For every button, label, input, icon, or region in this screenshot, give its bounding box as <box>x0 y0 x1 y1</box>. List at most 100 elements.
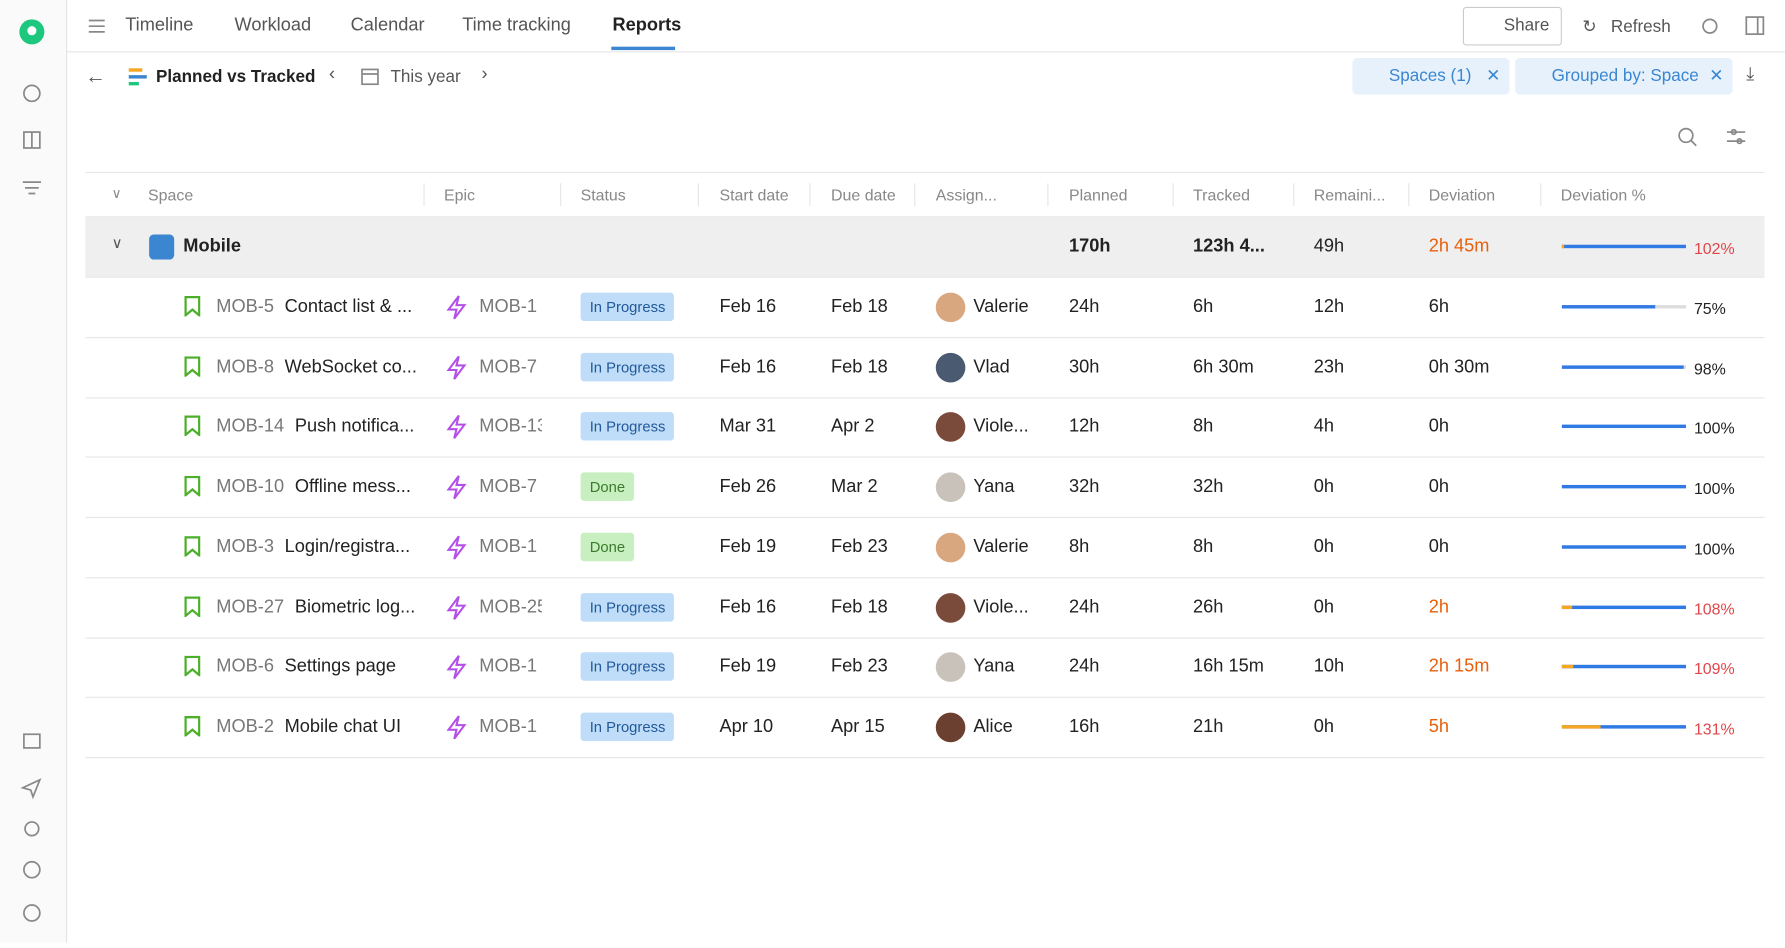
task-key[interactable]: MOB-14 <box>216 417 285 437</box>
task-name[interactable]: Mobile chat UI <box>284 717 402 737</box>
task-key[interactable]: MOB-5 <box>216 297 274 317</box>
nav-tab[interactable]: Calendar <box>350 15 425 36</box>
column-header[interactable]: Assign... <box>935 185 997 204</box>
deviation: 0h <box>1428 477 1449 497</box>
column-header[interactable]: Space <box>147 185 194 204</box>
divider <box>85 276 1765 278</box>
top-icons[interactable] <box>1698 15 1766 38</box>
column-divider <box>1540 183 1542 207</box>
task-key[interactable]: MOB-3 <box>216 537 274 557</box>
task-icon <box>184 475 201 502</box>
deviation-pct: 75% <box>1693 299 1726 318</box>
deviation-pct: 100% <box>1693 479 1735 498</box>
group-toggle[interactable]: ∨ <box>111 234 123 252</box>
column-header[interactable]: Epic <box>443 185 475 204</box>
task-key[interactable]: MOB-6 <box>216 657 274 677</box>
group-planned: 170h <box>1068 236 1111 257</box>
task-key[interactable]: MOB-2 <box>216 717 274 737</box>
column-header[interactable]: Remaini... <box>1313 185 1386 204</box>
column-header[interactable]: Deviation % <box>1560 185 1646 204</box>
column-header[interactable]: Due date <box>831 185 896 204</box>
due-date: Feb 23 <box>831 657 888 677</box>
tracked: 6h <box>1193 297 1214 317</box>
planned: 30h <box>1068 357 1100 377</box>
column-header[interactable]: Status <box>580 185 626 204</box>
nav-tab[interactable]: Reports <box>612 15 682 36</box>
epic-key[interactable]: MOB-1 <box>479 717 537 737</box>
progress-over <box>1561 725 1601 729</box>
column-divider <box>697 183 699 207</box>
column-header[interactable]: Tracked <box>1193 185 1251 204</box>
start-date: Feb 19 <box>719 657 777 677</box>
task-name[interactable]: WebSocket co... <box>284 357 417 377</box>
nav-tab[interactable]: Workload <box>234 15 312 36</box>
refresh-button[interactable]: ↻ Refresh <box>1582 17 1671 37</box>
column-header[interactable]: Planned <box>1068 185 1128 204</box>
task-key[interactable]: MOB-8 <box>216 357 274 377</box>
deviation-pct: 100% <box>1693 419 1735 438</box>
menu-icon[interactable] <box>87 16 107 36</box>
epic-key[interactable]: MOB-13 <box>479 417 542 437</box>
deviation: 0h <box>1428 417 1449 437</box>
nav-tab[interactable]: Time tracking <box>462 15 571 36</box>
share-button[interactable]: Share <box>1462 6 1562 46</box>
progress-fill <box>1561 725 1686 729</box>
avatar <box>935 712 966 743</box>
due-date: Mar 2 <box>831 477 878 497</box>
task-name[interactable]: Push notifica... <box>294 417 415 437</box>
report-title[interactable]: Planned vs Tracked <box>155 67 316 87</box>
next-period[interactable]: › <box>481 64 488 85</box>
remaining: 23h <box>1313 357 1345 377</box>
epic-icon <box>445 295 468 326</box>
nav-tab[interactable]: Timeline <box>125 15 194 36</box>
status-badge[interactable]: In Progress <box>580 652 675 681</box>
avatar <box>935 292 966 323</box>
divider <box>85 456 1765 459</box>
due-date: Apr 2 <box>831 417 875 437</box>
task-name[interactable]: Offline mess... <box>294 477 411 497</box>
remaining: 0h <box>1313 597 1334 617</box>
status-badge[interactable]: In Progress <box>580 352 675 382</box>
assignee: Yana <box>973 477 1015 497</box>
task-name[interactable]: Contact list & ... <box>284 297 413 317</box>
prev-period[interactable]: ‹ <box>328 64 336 85</box>
table-tools[interactable] <box>1676 125 1749 150</box>
task-name[interactable]: Login/registra... <box>284 537 411 557</box>
status-badge[interactable]: Done <box>580 472 635 502</box>
epic-icon <box>445 355 468 386</box>
status-badge[interactable]: In Progress <box>580 292 675 322</box>
column-divider <box>560 183 562 207</box>
start-date: Feb 16 <box>719 297 777 317</box>
deviation: 5h <box>1428 717 1449 737</box>
filter-chip[interactable]: Spaces (1) ✕ <box>1352 58 1510 95</box>
epic-icon <box>445 715 468 746</box>
epic-key[interactable]: MOB-7 <box>479 477 537 497</box>
back-button[interactable]: ← <box>85 64 106 88</box>
task-key[interactable]: MOB-27 <box>216 597 285 617</box>
download-button[interactable]: ⤓ <box>1746 64 1755 85</box>
status-badge[interactable]: In Progress <box>580 592 675 621</box>
task-name[interactable]: Settings page <box>284 657 397 677</box>
column-divider <box>1172 183 1174 207</box>
progress-fill <box>1561 665 1686 669</box>
column-header[interactable]: Deviation <box>1428 185 1496 204</box>
epic-key[interactable]: MOB-7 <box>479 357 537 377</box>
tracked: 21h <box>1193 717 1224 737</box>
period-label[interactable]: This year <box>390 67 461 87</box>
status-badge[interactable]: In Progress <box>580 412 675 442</box>
status-badge[interactable]: Done <box>580 532 635 561</box>
status-badge[interactable]: In Progress <box>580 712 675 741</box>
filter-chip[interactable]: Grouped by: Space ✕ <box>1515 58 1733 95</box>
epic-key[interactable]: MOB-1 <box>479 657 537 677</box>
assignee: Valerie <box>973 297 1029 317</box>
task-name[interactable]: Biometric log... <box>294 597 416 617</box>
planned: 24h <box>1068 657 1100 677</box>
collapse-all[interactable]: ∨ <box>111 185 122 202</box>
planned: 24h <box>1068 297 1100 317</box>
epic-key[interactable]: MOB-1 <box>479 297 537 317</box>
epic-key[interactable]: MOB-1 <box>479 537 537 557</box>
epic-key[interactable]: MOB-25 <box>479 597 542 617</box>
column-header[interactable]: Start date <box>719 185 789 204</box>
column-divider <box>914 183 916 207</box>
task-key[interactable]: MOB-10 <box>216 477 285 497</box>
